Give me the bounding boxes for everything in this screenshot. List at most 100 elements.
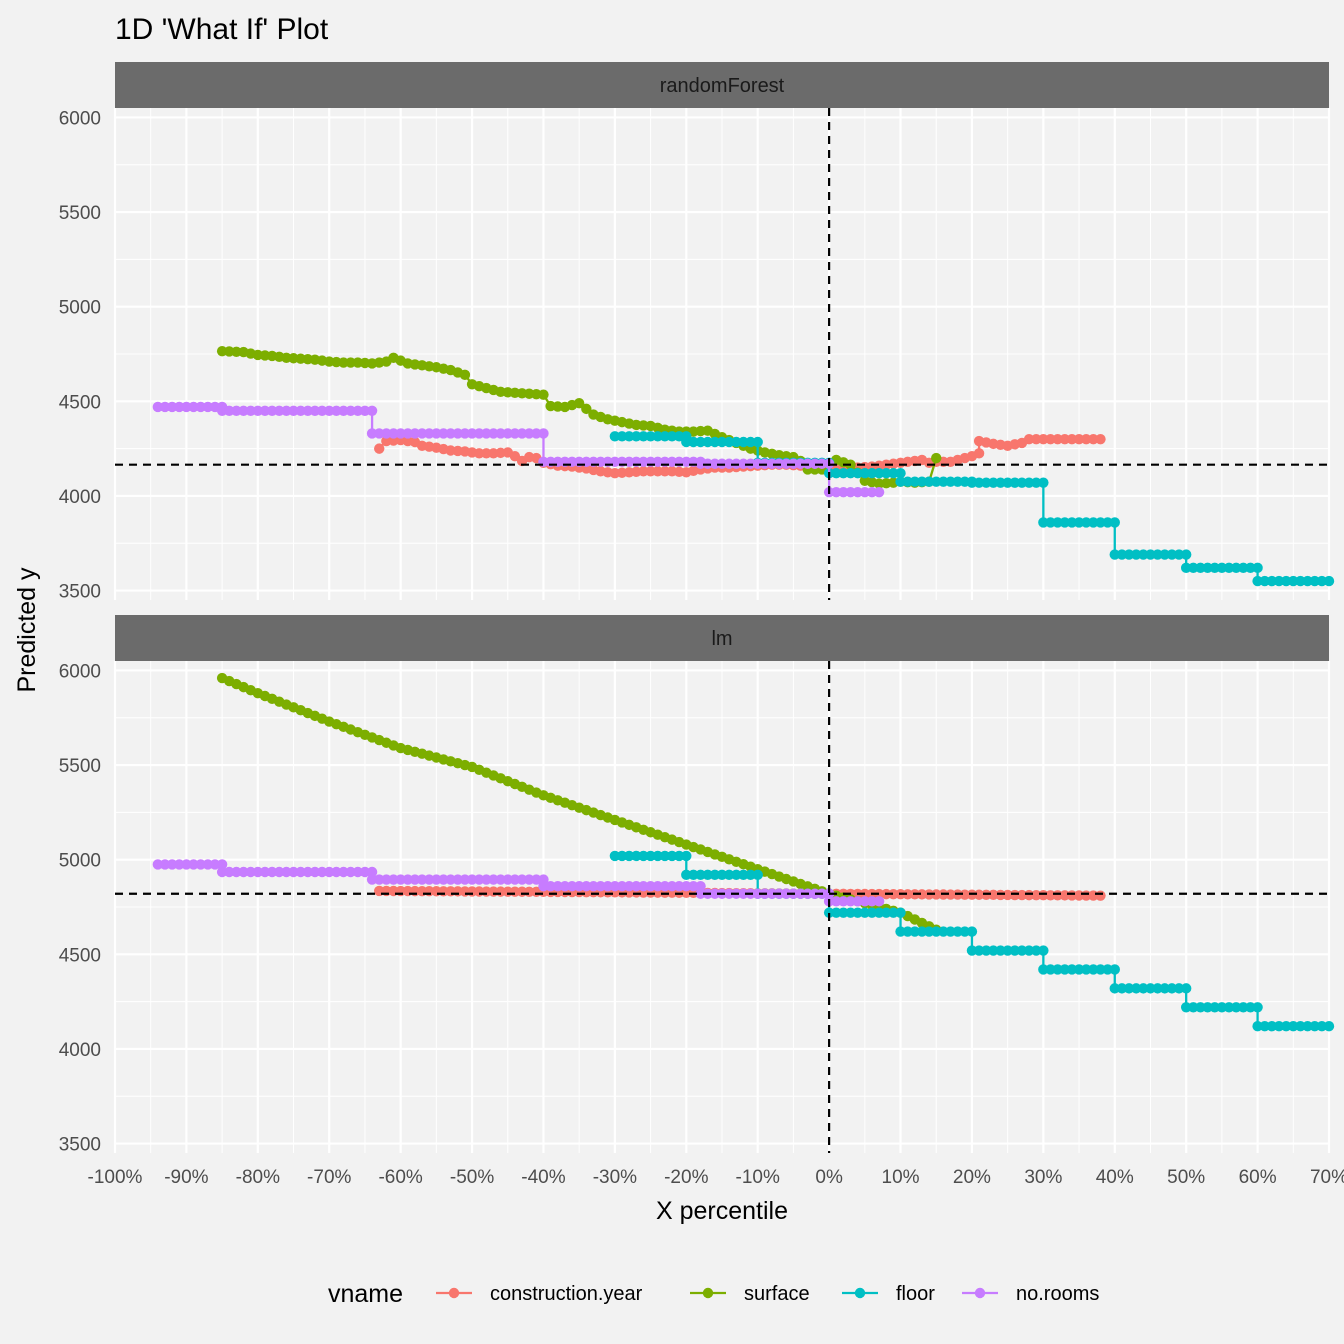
data-point [1109, 964, 1120, 975]
data-point [973, 889, 985, 900]
data-point [459, 428, 471, 439]
x-tick-label: -40% [521, 1167, 565, 1188]
data-point [1038, 964, 1049, 975]
data-point [609, 431, 621, 442]
series-no.rooms [152, 401, 885, 498]
data-point [1052, 517, 1063, 528]
data-point [1252, 1021, 1263, 1032]
data-point [988, 889, 999, 901]
data-point [381, 874, 392, 885]
data-point [695, 436, 706, 448]
data-point [474, 428, 485, 439]
data-point [374, 874, 385, 885]
y-tick-label: 4000 [59, 1040, 101, 1061]
data-point [609, 850, 621, 862]
data-point [1009, 889, 1020, 901]
data-point [716, 869, 728, 881]
data-point [1130, 549, 1142, 560]
data-point [345, 357, 356, 368]
data-point [852, 907, 863, 918]
y-axis: 3500 4000 4500 5000 5500 6000 [59, 661, 101, 1155]
data-point [1166, 549, 1178, 560]
data-point [831, 468, 842, 479]
data-point [1145, 549, 1156, 560]
facet-strip-label: randomForest [660, 75, 785, 97]
data-point [1023, 477, 1035, 488]
data-point [338, 357, 349, 368]
data-point [1309, 575, 1320, 587]
data-point [1295, 575, 1306, 587]
data-point [659, 850, 671, 862]
data-point [381, 428, 392, 439]
data-point [723, 458, 735, 469]
data-point [1088, 964, 1099, 975]
data-point [1088, 517, 1099, 528]
data-point [538, 880, 549, 892]
data-point [845, 896, 856, 907]
data-point [1116, 549, 1128, 560]
x-tick-label: 40% [1096, 1167, 1134, 1188]
data-point [1259, 1021, 1270, 1032]
facet-panels: randomForest 3500 4000 4500 5000 5500 6000 lm 35… [59, 62, 1335, 1156]
data-point [531, 428, 542, 439]
data-point [623, 431, 635, 442]
data-point [781, 458, 792, 469]
x-tick-label: -80% [236, 1167, 280, 1188]
legend-item-no.rooms: no.rooms [962, 1283, 1099, 1305]
data-point [681, 869, 692, 881]
panel-lm: lm 3500 4000 4500 5000 5500 6000 [59, 615, 1335, 1156]
data-point [345, 866, 356, 878]
data-point [1073, 517, 1085, 528]
data-point [516, 874, 528, 885]
data-point [895, 926, 906, 937]
data-point [966, 926, 978, 937]
data-point [281, 866, 292, 878]
data-point [831, 907, 842, 918]
data-point [866, 468, 878, 479]
data-point [295, 866, 306, 878]
data-point [359, 405, 371, 416]
data-point [623, 880, 635, 892]
data-point [488, 874, 499, 885]
data-point [1238, 562, 1249, 574]
data-point [1202, 562, 1213, 574]
legend-label: construction.year [490, 1283, 643, 1305]
data-point [316, 866, 328, 878]
data-point [395, 874, 406, 885]
data-point [931, 889, 942, 900]
data-point [374, 443, 385, 454]
data-point [366, 866, 378, 878]
data-point [888, 468, 899, 479]
data-point [1180, 983, 1192, 994]
data-point [245, 405, 256, 416]
data-point [945, 926, 956, 937]
data-point [1016, 889, 1028, 901]
data-point [852, 896, 863, 907]
data-point [474, 448, 485, 459]
data-point [516, 428, 528, 439]
data-point [1180, 1002, 1192, 1013]
data-point [931, 452, 942, 464]
data-point [695, 869, 706, 881]
chart-title: 1D 'What If' Plot [115, 13, 329, 46]
data-point [309, 405, 321, 416]
data-point [1188, 562, 1199, 574]
data-point [481, 428, 492, 439]
data-point [1045, 433, 1056, 445]
data-point [231, 405, 242, 416]
data-point [738, 436, 749, 448]
x-tick-label: -10% [736, 1167, 780, 1188]
data-point [952, 476, 963, 487]
data-point [202, 401, 214, 413]
data-point [388, 874, 399, 885]
data-point [831, 486, 842, 498]
data-point [1031, 945, 1042, 956]
data-point [181, 859, 192, 870]
data-point [274, 866, 285, 878]
data-point [873, 896, 885, 907]
series-no.rooms [152, 859, 885, 907]
data-point [274, 405, 285, 416]
data-point [838, 468, 849, 479]
data-point [731, 869, 742, 881]
data-point [809, 458, 821, 469]
